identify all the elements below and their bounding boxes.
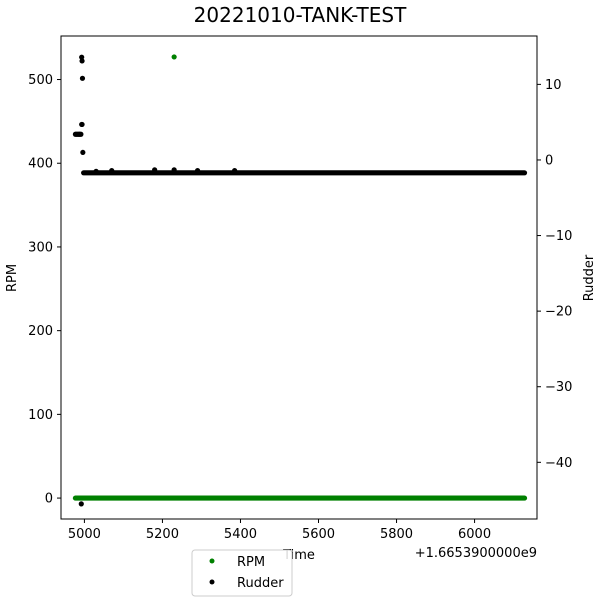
data-point — [232, 167, 238, 174]
x-axis: 5000 5200 5400 5600 5800 6000 — [68, 519, 491, 542]
right-y-axis-label: Rudder — [582, 254, 597, 301]
legend-frame — [191, 549, 293, 597]
x-tick-label: 5800 — [380, 527, 413, 542]
plot-frame — [60, 35, 538, 520]
left-y-tick-label: 500 — [28, 73, 53, 88]
left-y-axis: 0 100 200 300 400 500 — [28, 73, 61, 507]
legend-rudder-label: Rudder — [237, 576, 284, 591]
left-y-tick-label: 100 — [28, 408, 53, 423]
x-tick-label: 5400 — [224, 527, 257, 542]
legend-rpm-marker — [209, 558, 215, 564]
data-point — [79, 121, 85, 128]
x-tick-label: 5600 — [302, 527, 335, 542]
right-y-tick-label: −10 — [545, 229, 572, 244]
data-point — [78, 501, 84, 507]
right-y-tick-label: 10 — [545, 78, 562, 93]
x-tick-label: 5000 — [68, 527, 101, 542]
left-y-tick-label: 300 — [28, 240, 53, 255]
right-y-tick-label: −30 — [545, 380, 572, 395]
right-y-tick-label: 0 — [545, 153, 553, 168]
data-point — [152, 167, 158, 173]
data-point — [79, 54, 85, 60]
right-y-axis: 10 0 −10 −20 −30 −40 — [537, 78, 572, 471]
data-point — [79, 75, 86, 81]
right-y-tick-label: −20 — [545, 305, 572, 320]
data-point — [109, 167, 115, 174]
data-point — [78, 131, 84, 137]
left-y-tick-label: 200 — [28, 324, 53, 339]
chart-title: 20221010-TANK-TEST — [194, 3, 407, 27]
data-point — [79, 58, 85, 64]
left-y-tick-label: 0 — [45, 492, 53, 507]
rudder-series — [72, 54, 528, 507]
rpm-series — [72, 54, 528, 501]
x-offset-label: +1.6653900000e9 — [415, 546, 537, 561]
data-point — [171, 167, 177, 173]
data-point — [171, 54, 177, 60]
x-tick-label: 6000 — [458, 527, 491, 542]
left-y-axis-label: RPM — [5, 264, 20, 292]
right-y-tick-label: −40 — [545, 456, 572, 471]
data-point — [93, 168, 99, 174]
legend: RPM Rudder — [191, 549, 293, 597]
left-y-tick-label: 400 — [28, 157, 53, 172]
x-tick-label: 5200 — [146, 527, 179, 542]
data-point — [194, 167, 201, 174]
data-point — [80, 149, 86, 156]
legend-rpm-label: RPM — [237, 555, 265, 570]
legend-rudder-marker — [209, 579, 215, 585]
